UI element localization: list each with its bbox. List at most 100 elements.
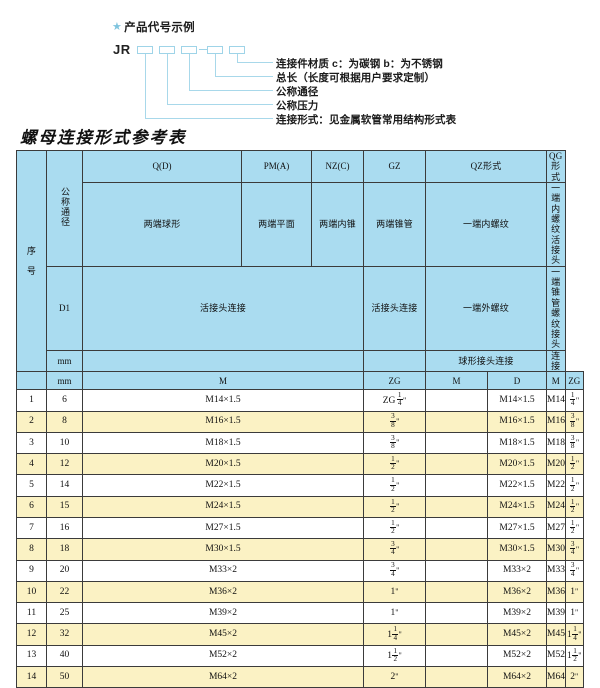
cell-thread-m: M14×1.5 [82, 389, 364, 412]
header-row-codes: 序 号 公称通径 Q(D) PM(A) NZ(C) GZ QZ形式 QG形式 [16, 149, 584, 373]
gz-zg-numerator: 1 [390, 454, 396, 465]
cell-qg-zg: 1 2 " [564, 495, 584, 519]
cell-qz-d: M30×1.5 [487, 538, 547, 561]
product-code-legend: ★ 产品代号示例 JR 连接件材质 c：为碳钢 b：为不锈钢 总长（长度可根据用户… [0, 0, 600, 126]
qg-zg-numerator: 3 [569, 433, 576, 443]
gz-zg-inch-mark: " [395, 586, 399, 596]
gz-zg-numerator: 1 [392, 625, 399, 635]
cell-qg-m: M20×1.5 [546, 453, 566, 476]
gz-zg-denominator: 4 [391, 548, 395, 557]
leader-line-length-vertical [214, 54, 216, 77]
qg-zg-denominator: 2 [570, 463, 575, 472]
cell-gz-zg: 1 2 " [363, 516, 426, 540]
header-group-code-nzc: NZ(C) [311, 149, 364, 184]
code-box-nominal-bore [181, 46, 197, 54]
qg-zg-inch-mark: " [575, 459, 580, 469]
header-unit-qz-m: M [425, 371, 488, 391]
cell-sequence: 14 [16, 666, 47, 688]
header-unit-zg: ZG [363, 371, 426, 391]
cell-qz-d: M39×2 [487, 602, 547, 625]
header-desc-qg: 一端内螺纹活接头 [546, 182, 566, 267]
header-group-code-qz: QZ形式 [425, 149, 547, 184]
cell-thread-m: M52×2 [82, 644, 364, 668]
cell-qz-m [425, 389, 488, 412]
cell-gz-zg: 1 1 4 " [363, 623, 426, 646]
header-desc3-qz: 球形接头连接 [425, 349, 547, 373]
qg-zg-inch-mark: " [575, 395, 580, 405]
cell-sequence: 5 [16, 474, 47, 497]
cell-qz-d: M36×2 [487, 580, 547, 604]
gz-zg-whole: 1 [387, 651, 392, 662]
cell-nominal-bore: 16 [46, 516, 83, 540]
cell-gz-zg: 1" [363, 580, 426, 604]
cell-thread-m: M22×1.5 [82, 474, 364, 497]
cell-thread-m: M18×1.5 [82, 431, 364, 455]
header-desc-gz: 两端锥管 [363, 182, 426, 267]
gz-zg-denominator: 2 [393, 654, 398, 663]
cell-qg-zg: 1" [564, 602, 584, 625]
cell-nominal-bore: 6 [46, 389, 83, 412]
qg-zg-inch-mark: " [574, 586, 579, 596]
gz-zg-inch-mark: " [396, 502, 400, 512]
cell-qz-d: M45×2 [487, 623, 547, 646]
cell-thread-m: M33×2 [82, 559, 364, 582]
header-desc-nzc: 两端内锥 [311, 182, 364, 267]
cell-sequence: 9 [16, 559, 47, 582]
cell-sequence: 2 [16, 410, 47, 433]
qg-zg-numerator: 1 [569, 476, 576, 486]
cell-qz-m [425, 602, 488, 625]
qg-zg-denominator: 4 [570, 399, 575, 408]
cell-nominal-bore: 25 [46, 602, 83, 625]
cell-qz-m [425, 623, 488, 646]
cell-qz-m [425, 559, 488, 582]
cell-gz-zg: 1 2 " [363, 474, 426, 497]
gz-zg-inch-mark: " [396, 523, 400, 533]
header-group-code-qd: Q(D) [82, 149, 242, 184]
header-group-code-pma: PM(A) [241, 149, 312, 184]
gz-zg-denominator: 4 [393, 633, 398, 642]
cell-qz-d: M20×1.5 [487, 453, 547, 476]
cell-gz-zg: 1" [363, 602, 426, 625]
code-box-total-length [207, 46, 223, 54]
cell-sequence: 1 [16, 389, 47, 412]
gz-zg-numerator: 3 [390, 540, 396, 550]
header-desc-pma: 两端平面 [241, 182, 312, 267]
gz-zg-denominator: 2 [391, 463, 395, 472]
gz-zg-inch-mark: " [396, 438, 400, 448]
gz-zg-inch-mark: " [395, 607, 399, 617]
cell-thread-m: M24×1.5 [82, 495, 364, 519]
cell-qg-zg: 1 1 2 " [564, 644, 584, 668]
leader-line-conn-type-horizontal [144, 118, 273, 120]
gz-zg-inch-mark: " [398, 629, 402, 639]
qg-zg-denominator: 4 [570, 569, 575, 578]
header-desc2-qz: 一端外螺纹 [425, 265, 547, 351]
qg-zg-numerator: 1 [572, 646, 578, 656]
gz-zg-inch-mark: " [396, 480, 400, 490]
header-unit-qg-zg: ZG [564, 371, 584, 391]
cell-qz-m [425, 495, 488, 519]
cell-qz-d: M27×1.5 [487, 516, 547, 540]
gz-zg-inch-mark: " [396, 459, 400, 469]
header-unit-dn: mm [46, 371, 83, 391]
cell-qg-zg: 1 4 " [564, 389, 584, 412]
cell-qz-m [425, 474, 488, 497]
cell-qg-zg: 1 2 " [564, 516, 584, 540]
cell-qz-d: M33×2 [487, 559, 547, 582]
gz-zg-denominator: 8 [391, 420, 395, 429]
table-header: 序 号 公称通径 Q(D) PM(A) NZ(C) GZ QZ形式 QG形式 两… [16, 149, 584, 391]
qg-zg-numerator: 1 [572, 625, 578, 635]
qg-zg-inch-mark: " [578, 651, 582, 661]
cell-gz-zg: 3 4 " [363, 559, 426, 582]
cell-nominal-bore: 12 [46, 453, 83, 476]
